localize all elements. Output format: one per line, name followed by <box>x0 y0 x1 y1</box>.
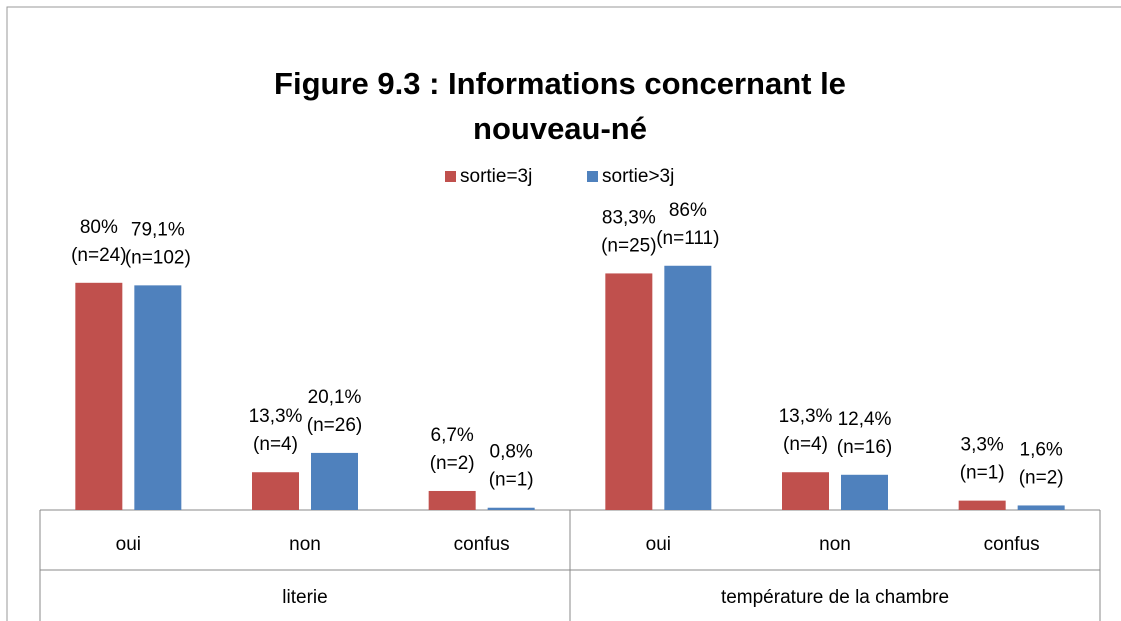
bar <box>605 273 653 510</box>
data-label: 86% <box>669 200 707 221</box>
data-label: 79,1% <box>131 219 185 240</box>
legend-swatch <box>445 171 456 182</box>
data-label: 80% <box>80 217 118 238</box>
data-label-count: (n=102) <box>125 247 191 268</box>
legend-swatch <box>587 171 598 182</box>
group-label: température de la chambre <box>721 587 949 608</box>
data-label-count: (n=1) <box>960 463 1005 484</box>
data-label-count: (n=2) <box>1019 467 1064 488</box>
data-label: 3,3% <box>961 435 1004 456</box>
legend-label: sortie>3j <box>602 166 674 187</box>
x-tick-label: oui <box>116 534 141 555</box>
x-tick-label: confus <box>984 534 1040 555</box>
data-label-count: (n=2) <box>430 453 475 474</box>
bar <box>252 472 299 510</box>
data-label: 1,6% <box>1020 439 1063 460</box>
data-label: 20,1% <box>308 387 362 408</box>
x-tick-label: oui <box>646 534 671 555</box>
data-label-count: (n=4) <box>253 434 298 455</box>
group-label: literie <box>282 587 327 608</box>
data-label: 12,4% <box>838 409 892 430</box>
data-label: 83,3% <box>602 207 656 228</box>
data-label: 13,3% <box>249 406 303 427</box>
bar <box>1017 505 1065 510</box>
bar <box>664 265 712 510</box>
x-tick-label: confus <box>454 534 510 555</box>
data-label: 13,3% <box>779 406 833 427</box>
data-label-count: (n=4) <box>783 434 828 455</box>
data-label-count: (n=24) <box>71 245 126 266</box>
chart-title: nouveau-né <box>473 111 647 146</box>
bar <box>841 474 888 510</box>
data-label-count: (n=111) <box>656 228 719 249</box>
bar <box>487 507 535 510</box>
x-tick-label: non <box>289 534 321 555</box>
data-label-count: (n=16) <box>837 437 892 458</box>
bar <box>311 452 358 510</box>
data-label-count: (n=1) <box>489 470 534 491</box>
data-label-count: (n=25) <box>601 235 656 256</box>
bar <box>782 472 829 510</box>
chart-frame <box>6 6 1121 621</box>
data-label-count: (n=26) <box>307 415 362 436</box>
chart-title: Figure 9.3 : Informations concernant le <box>274 66 846 101</box>
legend-label: sortie=3j <box>460 166 532 187</box>
data-label: 0,8% <box>490 442 533 463</box>
bar <box>75 282 123 510</box>
data-label: 6,7% <box>431 425 474 446</box>
bar <box>958 500 1006 510</box>
bar <box>134 285 182 510</box>
bar <box>428 490 476 510</box>
x-tick-label: non <box>819 534 851 555</box>
